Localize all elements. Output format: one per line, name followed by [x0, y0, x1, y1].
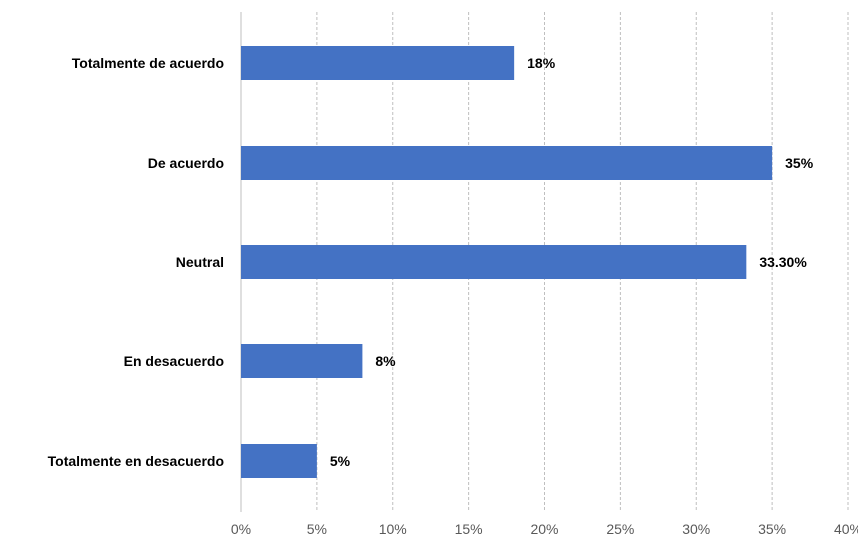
data-label: 33.30% [759, 254, 807, 270]
x-tick-label: 10% [379, 521, 407, 537]
data-label: 8% [375, 353, 396, 369]
x-tick-label: 15% [455, 521, 483, 537]
bar [241, 245, 747, 279]
bar [241, 46, 515, 80]
data-label: 18% [527, 55, 556, 71]
x-tick-label: 20% [530, 521, 558, 537]
x-tick-label: 0% [231, 521, 251, 537]
x-tick-label: 40% [834, 521, 858, 537]
bar [241, 444, 317, 478]
x-tick-label: 25% [606, 521, 634, 537]
category-label: Totalmente en desacuerdo [48, 453, 224, 469]
category-label: Totalmente de acuerdo [72, 55, 224, 71]
category-label: Neutral [176, 254, 224, 270]
category-label: En desacuerdo [124, 353, 224, 369]
bar [241, 344, 363, 378]
data-label: 5% [330, 453, 351, 469]
bar [241, 146, 773, 180]
category-label: De acuerdo [148, 155, 224, 171]
data-label: 35% [785, 155, 814, 171]
x-tick-label: 35% [758, 521, 786, 537]
x-tick-label: 30% [682, 521, 710, 537]
x-tick-label: 5% [307, 521, 327, 537]
